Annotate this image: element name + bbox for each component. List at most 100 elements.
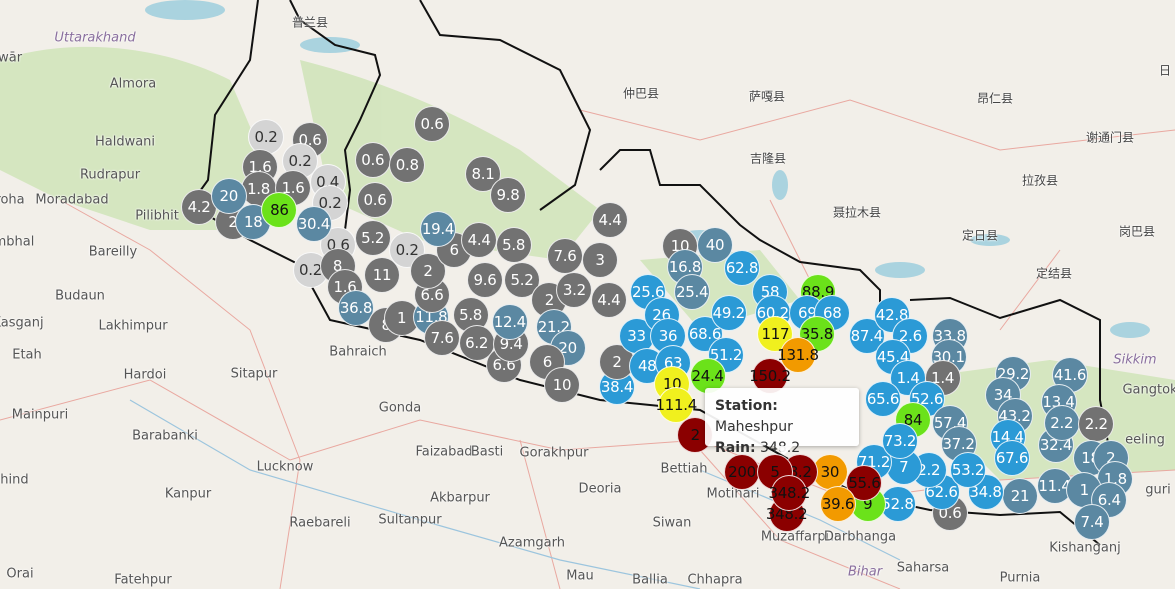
place-label: Lucknow bbox=[256, 459, 314, 475]
rain-marker[interactable]: 21 bbox=[1002, 478, 1039, 514]
rain-marker[interactable]: 9.6 bbox=[467, 262, 503, 298]
place-label: Pilibhit bbox=[135, 208, 179, 224]
rain-marker[interactable]: 49.2 bbox=[710, 294, 747, 331]
rain-marker[interactable]: 73.2 bbox=[882, 423, 918, 460]
place-label: guri bbox=[1145, 482, 1171, 498]
place-label: Chhapra bbox=[687, 572, 743, 588]
rain-marker[interactable]: 67.6 bbox=[994, 440, 1030, 476]
rain-marker[interactable]: 2.2 bbox=[1078, 405, 1115, 442]
rain-marker[interactable]: 4.4 bbox=[590, 282, 627, 318]
place-label: Rudrapur bbox=[79, 167, 141, 183]
place-label: 萨嘎县 bbox=[748, 89, 786, 104]
place-label: Moradabad bbox=[35, 192, 109, 208]
place-label: Barabanki bbox=[132, 428, 198, 444]
rain-marker[interactable]: 4.4 bbox=[592, 202, 628, 238]
rain-marker[interactable]: 0.8 bbox=[389, 147, 426, 183]
place-label: 定结县 bbox=[1035, 266, 1073, 281]
place-label: Haldwani bbox=[94, 134, 156, 150]
place-label: Etah bbox=[12, 347, 42, 363]
place-label: Faizabad bbox=[415, 444, 473, 460]
rain-marker[interactable]: 6.4 bbox=[1091, 482, 1128, 519]
rain-marker[interactable]: 2.6 bbox=[892, 318, 929, 355]
rain-marker[interactable]: 0.2 bbox=[312, 185, 348, 222]
place-label: Mainpuri bbox=[11, 407, 69, 423]
rain-marker[interactable]: 131.8 bbox=[777, 336, 819, 373]
place-label: Sitapur bbox=[230, 366, 278, 382]
place-label: Orai bbox=[6, 566, 34, 582]
rain-marker[interactable]: 19.4 bbox=[420, 210, 456, 247]
place-label: Gangtok bbox=[1122, 382, 1175, 398]
rain-marker[interactable]: 7.6 bbox=[547, 238, 583, 274]
rain-marker[interactable]: 5.2 bbox=[354, 220, 391, 256]
rain-marker[interactable]: 62.8 bbox=[724, 250, 760, 286]
rain-marker[interactable]: 2.2 bbox=[1043, 404, 1080, 441]
rain-marker[interactable]: 348.2 bbox=[769, 474, 810, 511]
rain-marker[interactable]: 68.6 bbox=[687, 315, 723, 352]
place-label: eeling bbox=[1125, 432, 1165, 448]
rain-marker[interactable]: 200 bbox=[724, 453, 761, 490]
place-label: Almora bbox=[109, 76, 157, 92]
rain-marker[interactable]: 3 bbox=[582, 242, 618, 278]
place-label: Raebareli bbox=[289, 515, 351, 531]
place-label: Uttarakhand bbox=[54, 30, 136, 46]
rain-marker[interactable]: 3.2 bbox=[556, 272, 593, 308]
rain-marker[interactable]: 65.6 bbox=[865, 381, 901, 418]
tooltip-pointer bbox=[775, 446, 793, 455]
place-label: Bhind bbox=[0, 472, 29, 488]
rain-marker[interactable]: 25.4 bbox=[674, 273, 711, 310]
place-label: 仲巴县 bbox=[622, 86, 660, 101]
place-label: ambhal bbox=[0, 234, 35, 250]
place-label: Budaun bbox=[55, 288, 105, 304]
place-label: Sikkim bbox=[1113, 352, 1157, 368]
place-label: Bihar bbox=[847, 564, 883, 580]
rain-marker[interactable]: 24.4 bbox=[689, 357, 726, 394]
tooltip-station-row: Station: Maheshpur bbox=[715, 396, 849, 438]
rain-marker[interactable]: 7.4 bbox=[1074, 504, 1110, 540]
rain-marker[interactable]: 86 bbox=[261, 192, 298, 229]
place-label: Akbarpur bbox=[430, 490, 490, 506]
place-label: Motihari bbox=[706, 486, 760, 502]
rain-marker[interactable]: 4.2 bbox=[181, 189, 218, 225]
place-label: 聂拉木县 bbox=[832, 205, 882, 220]
rain-marker[interactable]: 39.6 bbox=[820, 486, 857, 523]
rain-marker[interactable]: 0.6 bbox=[354, 142, 391, 178]
rain-marker[interactable]: 11 bbox=[364, 257, 400, 293]
rain-marker[interactable]: 4.4 bbox=[461, 222, 498, 258]
rain-marker[interactable]: 0.6 bbox=[414, 106, 450, 142]
place-label: Kanpur bbox=[164, 486, 212, 502]
place-label: Gorakhpur bbox=[519, 445, 589, 461]
rain-marker[interactable]: 36.8 bbox=[338, 290, 374, 327]
rain-marker[interactable]: 30.4 bbox=[295, 206, 332, 243]
station-tooltip: Station: Maheshpur Rain: 348.2 bbox=[705, 388, 859, 456]
place-label: Purnia bbox=[999, 570, 1041, 586]
rain-marker[interactable]: 111.4 bbox=[656, 387, 697, 424]
place-label: 日 bbox=[1158, 63, 1172, 78]
rain-marker[interactable]: 0.6 bbox=[357, 182, 393, 218]
rain-marker[interactable]: 10 bbox=[544, 367, 580, 403]
place-label: 吉隆县 bbox=[749, 151, 787, 166]
place-label: Bettiah bbox=[660, 461, 708, 477]
place-label: Lakhimpur bbox=[98, 318, 168, 334]
place-label: 拉孜县 bbox=[1021, 173, 1059, 188]
rain-marker[interactable]: 5.8 bbox=[495, 227, 532, 263]
rain-marker[interactable]: 150.2 bbox=[749, 357, 791, 394]
place-label: Ballia bbox=[632, 572, 668, 588]
place-label: Siwan bbox=[652, 515, 692, 531]
place-label: Bahraich bbox=[329, 344, 387, 360]
place-label: 昂仁县 bbox=[976, 91, 1014, 106]
place-label: 岗巴县 bbox=[1118, 224, 1156, 239]
place-label: Basti bbox=[470, 444, 504, 460]
rain-marker[interactable]: 7.6 bbox=[424, 320, 461, 356]
place-label: 谢通门县 bbox=[1085, 130, 1135, 145]
place-label: Bareilly bbox=[88, 244, 138, 260]
place-label: 普兰县 bbox=[291, 15, 329, 30]
rain-marker[interactable]: 9.8 bbox=[490, 177, 526, 213]
rain-marker[interactable]: 53.2 bbox=[950, 452, 986, 489]
place-label: Azamgarh bbox=[499, 535, 565, 551]
place-label: Fatehpur bbox=[114, 572, 172, 588]
place-label: Kasganj bbox=[0, 315, 44, 331]
rain-marker[interactable]: 12.4 bbox=[491, 304, 528, 341]
